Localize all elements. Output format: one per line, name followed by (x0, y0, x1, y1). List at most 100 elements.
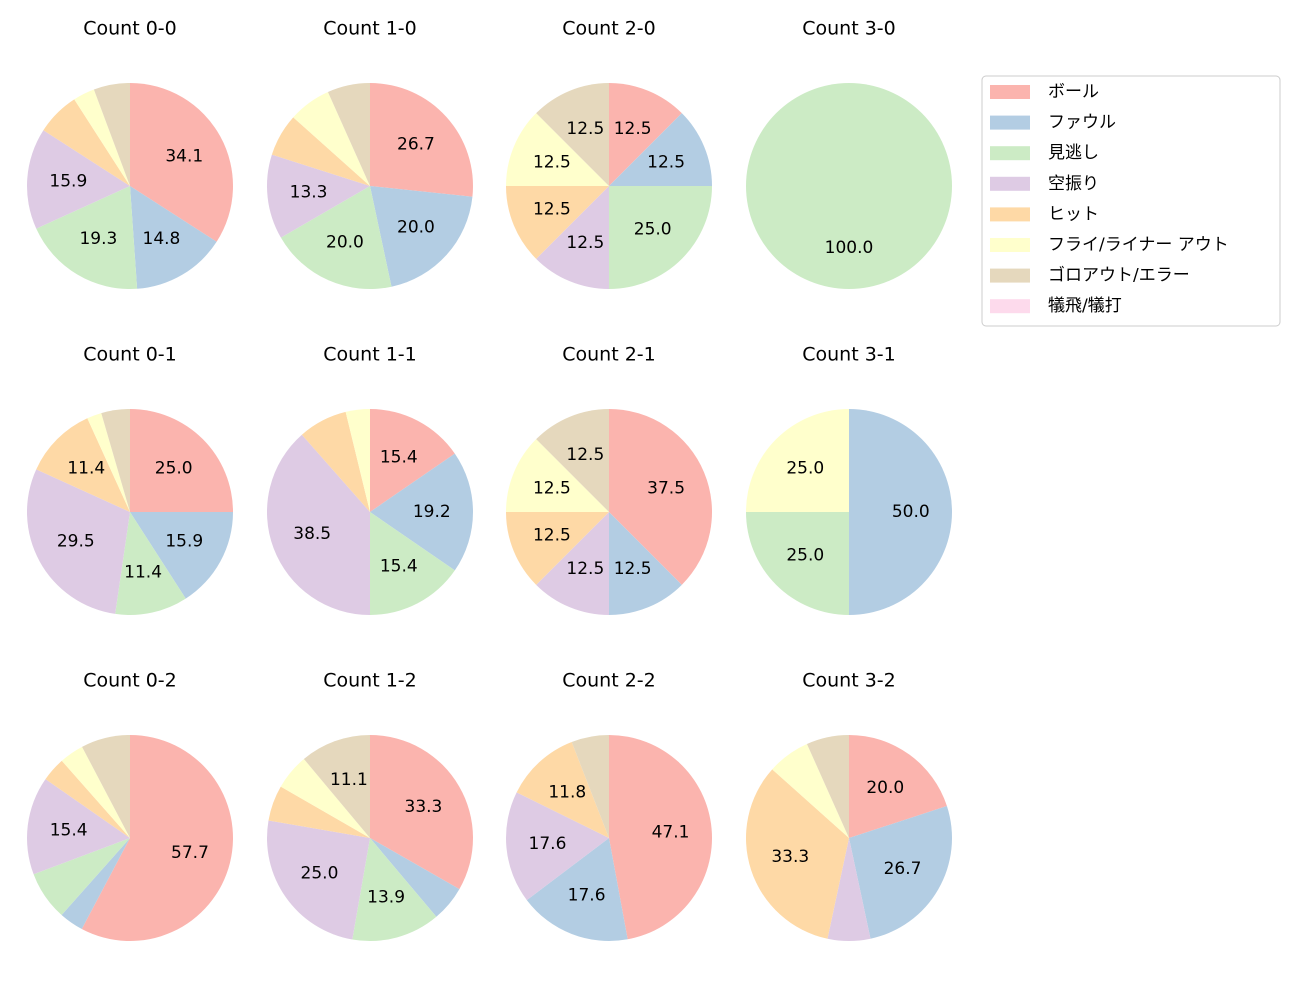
pie-slice (115, 512, 186, 615)
chart-title: Count 1-2 (323, 670, 417, 692)
pie-slice (370, 512, 455, 615)
pie-slice (746, 83, 952, 289)
pie-slice (303, 735, 370, 838)
legend-label: ファウル (1048, 113, 1116, 133)
pie-slice (516, 741, 609, 838)
slice-label: 50.0 (892, 502, 930, 522)
slice-label: 19.2 (413, 502, 451, 522)
slice-label: 17.6 (568, 886, 606, 906)
slice-label: 14.8 (143, 229, 181, 249)
slice-label: 57.7 (171, 843, 209, 863)
slice-label: 20.0 (866, 778, 904, 798)
pie-slice (609, 409, 712, 585)
pie-slice (609, 512, 682, 615)
chart-title: Count 3-2 (802, 670, 896, 692)
pie-slice (806, 735, 849, 838)
slice-label: 29.5 (57, 532, 95, 552)
slice-label: 25.0 (301, 864, 339, 884)
slice-label: 26.7 (397, 135, 435, 155)
pie-slice (267, 154, 370, 238)
pie-slice (746, 769, 849, 939)
slice-label: 12.5 (533, 152, 571, 172)
pie-slice (280, 759, 370, 838)
slice-label: 12.5 (533, 478, 571, 498)
pie-slice (609, 83, 682, 186)
slice-label: 12.5 (647, 152, 685, 172)
slice-label: 11.1 (330, 770, 368, 790)
slice-label: 37.5 (647, 478, 685, 498)
chart-title: Count 3-1 (802, 344, 896, 366)
pie-slice (27, 130, 131, 229)
pie-slice (101, 409, 130, 512)
slice-label: 33.3 (771, 847, 809, 867)
pie-slice (268, 786, 370, 838)
pie-slice (267, 434, 370, 615)
pie-slice (609, 735, 712, 940)
pie-slice (506, 792, 609, 901)
pie-slice (280, 186, 392, 289)
slice-label: 25.0 (634, 220, 672, 240)
pie-slice (370, 409, 455, 512)
legend-swatch (990, 299, 1030, 314)
slice-label: 25.0 (155, 458, 193, 478)
pie-slice (267, 820, 370, 940)
pie-slice (506, 113, 609, 186)
pie-slice (87, 413, 130, 512)
legend-label: フライ/ライナー アウト (1048, 235, 1229, 255)
pie-slice (370, 186, 473, 287)
slice-label: 15.4 (380, 557, 418, 577)
slice-label: 33.3 (405, 797, 443, 817)
pie-slice (526, 838, 628, 941)
legend-swatch (990, 268, 1030, 283)
pie-slice (130, 512, 233, 599)
slice-label: 19.3 (79, 229, 117, 249)
slice-label: 15.4 (50, 820, 88, 840)
pie-slice (271, 117, 370, 186)
chart-title: Count 3-0 (802, 18, 896, 40)
pie-slice (27, 779, 131, 875)
pie-slice (827, 838, 871, 942)
slice-label: 47.1 (652, 822, 690, 842)
pie-slice (849, 409, 952, 615)
legend-swatch (990, 115, 1030, 130)
legend-swatch (990, 176, 1030, 191)
chart-title: Count 1-1 (323, 344, 417, 366)
legend-swatch (990, 85, 1030, 99)
pie-slice (609, 186, 712, 289)
pie-slice (536, 186, 609, 289)
pie-slice (352, 838, 437, 941)
pie-slice (370, 735, 473, 890)
pie-slice (849, 806, 952, 939)
slice-label: 11.8 (548, 782, 586, 802)
pie-slice (327, 83, 370, 186)
pie-slice (772, 743, 849, 838)
slice-label: 11.4 (124, 562, 162, 582)
pie-slice (61, 838, 130, 930)
pie-slice (61, 746, 131, 838)
pie-slice (536, 83, 609, 186)
pie-slice (81, 735, 234, 942)
pie-slice (370, 83, 474, 197)
slice-label: 17.6 (529, 834, 567, 854)
legend-label: ヒット (1048, 204, 1099, 224)
pie-slice (370, 838, 460, 917)
legend-swatch (990, 146, 1030, 161)
pie-slice (130, 186, 217, 289)
legend-swatch (990, 207, 1030, 222)
pie-slice (506, 512, 609, 585)
pie-slice (27, 469, 131, 614)
chart-title: Count 2-2 (562, 670, 656, 692)
slice-label: 12.5 (566, 559, 604, 579)
slice-label: 12.5 (614, 119, 652, 139)
chart-title: Count 2-0 (562, 18, 656, 40)
slice-label: 12.5 (533, 526, 571, 546)
pie-slice (36, 186, 138, 289)
legend-label: 見逃し (1048, 143, 1099, 163)
chart-title: Count 0-2 (83, 670, 177, 692)
pie-slice (506, 439, 609, 512)
slice-label: 34.1 (165, 146, 203, 166)
slice-label: 12.5 (566, 119, 604, 139)
pie-slice (746, 512, 849, 615)
slice-label: 12.5 (566, 445, 604, 465)
